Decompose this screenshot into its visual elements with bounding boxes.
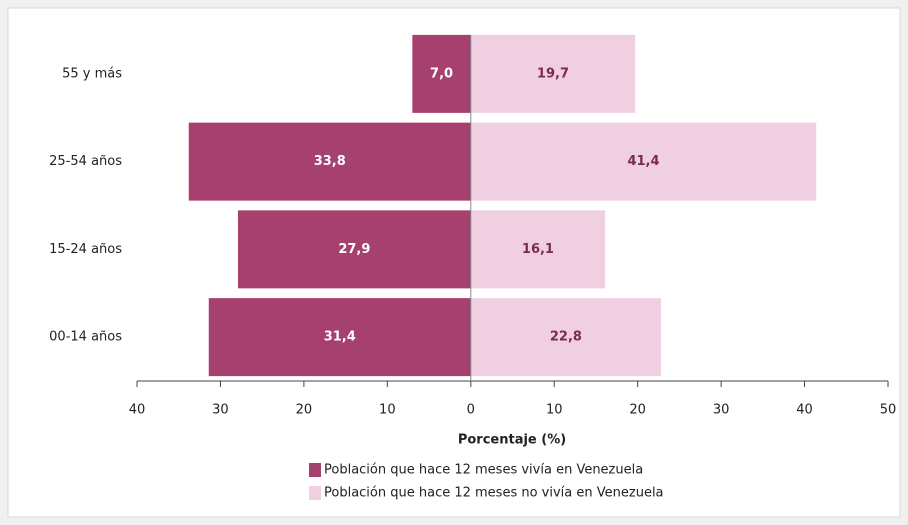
legend-swatch	[309, 486, 321, 500]
x-tick-label: 40	[129, 403, 146, 418]
bar	[470, 34, 636, 113]
legend-label: Población que hace 12 meses no vivía en …	[324, 486, 664, 501]
value-label: 7,0	[430, 66, 453, 81]
x-tick-label: 50	[880, 403, 897, 418]
x-axis-title: Porcentaje (%)	[458, 433, 566, 448]
value-label: 19,7	[537, 66, 569, 81]
bar	[470, 210, 606, 289]
x-tick-label: 10	[379, 403, 396, 418]
bar	[412, 34, 471, 113]
x-tick-label: 10	[546, 403, 563, 418]
bar	[188, 122, 471, 201]
value-label: 27,9	[338, 242, 370, 257]
value-label: 41,4	[627, 154, 659, 169]
x-tick-label: 30	[212, 403, 229, 418]
y-tick-label: 00-14 años	[49, 330, 122, 345]
x-tick-label: 40	[796, 403, 813, 418]
x-tick-label: 0	[467, 403, 475, 418]
value-label: 31,4	[324, 330, 356, 345]
y-tick-label: 15-24 años	[49, 242, 122, 257]
bar	[237, 210, 471, 289]
bar	[470, 298, 662, 377]
legend-label: Población que hace 12 meses vivía en Ven…	[324, 463, 643, 478]
bar	[470, 122, 817, 201]
value-label: 33,8	[314, 154, 346, 169]
x-tick-label: 30	[713, 403, 730, 418]
bar	[208, 298, 471, 377]
value-label: 22,8	[550, 330, 582, 345]
y-tick-label: 55 y más	[62, 66, 122, 81]
legend-swatch	[309, 463, 321, 477]
x-tick-label: 20	[296, 403, 313, 418]
x-tick-label: 20	[629, 403, 646, 418]
value-label: 16,1	[522, 242, 554, 257]
y-tick-label: 25-54 años	[49, 154, 122, 169]
